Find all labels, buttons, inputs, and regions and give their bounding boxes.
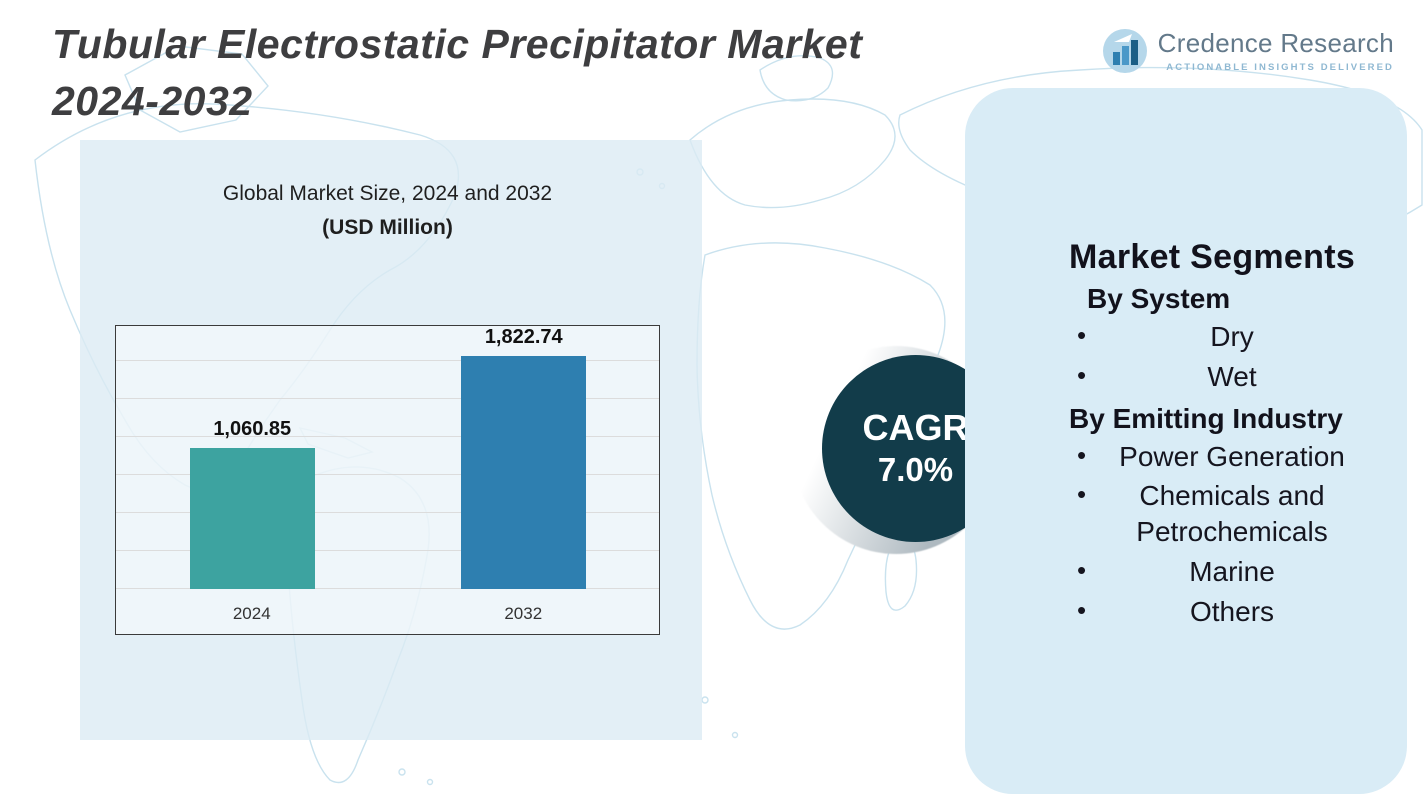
segment-group-title-by-system: By System [1087, 283, 1231, 314]
chart-title-block: Global Market Size, 2024 and 2032 (USD M… [115, 182, 660, 240]
list-item: • Wet [1069, 357, 1369, 397]
bar-slot-2024: 1,060.85 [189, 326, 315, 589]
bullet-icon: • [1077, 555, 1087, 586]
list-item: • Power Generation [1069, 437, 1369, 477]
bar-slot-2032: 1,822.74 [461, 326, 587, 589]
segment-group-title-by-emitting-industry: By Emitting Industry [1069, 402, 1343, 434]
list-item-label: Others [1189, 595, 1275, 627]
market-segments-panel: Market Segments By System • Dry • Wet By E… [965, 88, 1407, 794]
x-label-2032: 2032 [504, 604, 543, 623]
cagr-value: 7.0% [877, 450, 954, 488]
segments-list-by-emitting-industry: • Power Generation • Chemicals and Petroch… [1069, 437, 1369, 632]
brand-tagline: Actionable Insights Delivered [1166, 62, 1394, 73]
x-axis-labels: 2024 2032 [116, 604, 659, 624]
bullet-icon: • [1077, 479, 1087, 510]
bar-value-label-2024: 1,060.85 [213, 418, 292, 440]
x-label-2024: 2024 [232, 604, 271, 623]
bar-value-label-2032: 1,822.74 [484, 326, 563, 348]
page-title-line1: Tubular Electrostatic Precipitator Marke… [52, 21, 863, 67]
brand-name: Credence Research [1157, 28, 1394, 58]
chart-title: Global Market Size, 2024 and 2032 [222, 182, 553, 205]
list-item-label: Dry [1210, 321, 1254, 352]
page-title: Tubular Electrostatic Precipitator Marke… [52, 16, 862, 129]
list-item: • Chemicals and Petrochemicals [1069, 476, 1369, 552]
bullet-icon: • [1077, 359, 1087, 390]
list-item: • Dry [1069, 317, 1369, 357]
market-size-panel: Global Market Size, 2024 and 2032 (USD M… [80, 140, 702, 740]
brand-text: Credence Research Actionable Insights De… [1158, 28, 1394, 73]
bar-2032 [461, 356, 587, 589]
list-item: • Others [1069, 592, 1369, 632]
chart-plot-area: 1,060.85 1,822.74 [116, 326, 659, 589]
list-item-label: Power Generation [1119, 440, 1345, 472]
bar-chart: 1,060.85 1,822.74 2024 2032 [115, 325, 660, 635]
chart-subtitle: (USD Million) [322, 216, 453, 239]
page-title-line2: 2024-2032 [52, 77, 253, 124]
list-item-label: Marine [1189, 556, 1275, 588]
segments-heading: Market Segments [1069, 238, 1356, 276]
list-item: • Marine [1069, 552, 1369, 592]
segments-list-by-system: • Dry • Wet [1069, 317, 1369, 397]
cagr-label: CAGR [862, 407, 969, 449]
bullet-icon: • [1077, 594, 1087, 625]
bar-chart-icon [1102, 29, 1147, 73]
bullet-icon: • [1077, 320, 1087, 350]
bullet-icon: • [1077, 439, 1087, 470]
bar-2024 [189, 448, 315, 589]
brand-logo: Credence Research Actionable Insights De… [1102, 28, 1394, 74]
list-item-label: Wet [1207, 360, 1257, 392]
list-item-label: Chemicals and Petrochemicals [1136, 480, 1328, 548]
